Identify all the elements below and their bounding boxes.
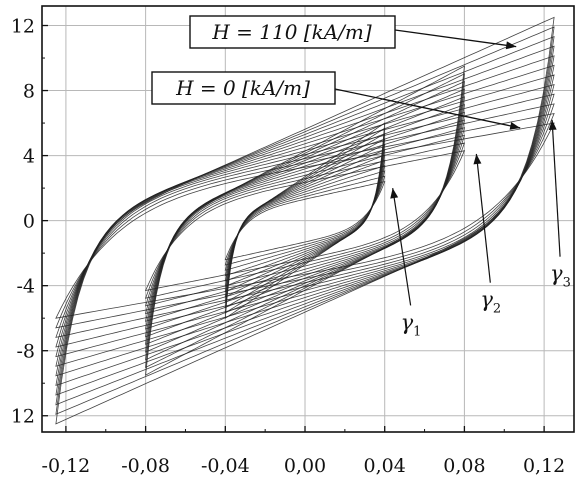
gamma-label-1: γ1 xyxy=(401,310,422,339)
x-tick-label: -0,04 xyxy=(201,455,250,477)
y-tick-label: 12 xyxy=(11,16,35,38)
y-tick-label: 8 xyxy=(23,81,35,103)
hysteresis-loops xyxy=(55,16,555,425)
hysteresis-loop-γ3 xyxy=(55,74,555,367)
y-tick-label: 12 xyxy=(11,406,35,428)
hysteresis-loop-γ2 xyxy=(144,150,466,292)
hysteresis-loop-γ1 xyxy=(224,122,386,319)
gamma-base-symbol: γ xyxy=(550,262,563,286)
gamma-arrow-3 xyxy=(551,119,561,257)
tick-labels: -0,12 -0,08 -0,04 0,00 0,04 0,08 0,1212840-4-8… xyxy=(11,16,565,477)
hysteresis-loop-γ3 xyxy=(55,93,555,348)
gamma-arrow-2 xyxy=(475,153,491,283)
gamma-base-symbol: γ xyxy=(480,288,493,312)
hysteresis-loop-γ1 xyxy=(224,164,386,277)
hysteresis-loop-γ2 xyxy=(145,96,465,345)
hysteresis-loop-γ3 xyxy=(55,122,555,319)
hysteresis-loop-γ3 xyxy=(55,112,555,329)
plot-frame xyxy=(41,5,575,433)
callout-h110-box xyxy=(189,15,396,49)
gamma-base-symbol: γ xyxy=(401,310,414,334)
hysteresis-loop-γ3 xyxy=(55,103,555,338)
hysteresis-loop-γ1 xyxy=(224,170,386,271)
hysteresis-loop-γ2 xyxy=(145,88,465,353)
hysteresis-loop-γ3 xyxy=(55,45,555,396)
hysteresis-loop-γ1 xyxy=(224,181,386,261)
hysteresis-loop-γ2 xyxy=(145,103,465,338)
callout-h110: H = 110 [kA/m] xyxy=(189,15,396,49)
hysteresis-loop-γ2 xyxy=(145,134,465,307)
axis-ticks xyxy=(42,24,545,432)
callout-h0-label: H = 0 [kA/m] xyxy=(175,76,310,100)
callout-h0-arrowhead xyxy=(509,121,521,130)
y-tick-label: 0 xyxy=(23,211,35,233)
gamma-arrowhead-1 xyxy=(390,188,399,199)
x-tick-label: 0,04 xyxy=(364,455,406,477)
callout-h0-arrow xyxy=(334,88,521,129)
y-tick-label: -8 xyxy=(16,341,35,363)
callout-h110-arrowhead xyxy=(505,41,517,50)
hysteresis-loop-γ1 xyxy=(224,159,386,282)
gamma-subscript: 1 xyxy=(413,324,421,339)
y-tick-label: -4 xyxy=(16,276,35,298)
hysteresis-loop-γ2 xyxy=(145,80,465,361)
hysteresis-loop-γ3 xyxy=(55,16,555,425)
hysteresis-loop-γ2 xyxy=(144,142,466,299)
gamma-subscript: 2 xyxy=(493,302,501,317)
hysteresis-loop-γ2 xyxy=(145,119,465,322)
hysteresis-loop-γ3 xyxy=(55,84,555,358)
x-tick-label: -0,08 xyxy=(121,455,170,477)
x-tick-label: 0,08 xyxy=(443,455,485,477)
callout-h110-label: H = 110 [kA/m] xyxy=(211,20,372,44)
y-tick-label: 4 xyxy=(23,146,35,168)
hysteresis-loop-γ3 xyxy=(55,55,555,386)
hysteresis-loop-γ1 xyxy=(224,175,386,266)
gamma-arrow-1 xyxy=(392,188,412,306)
gamma-subscript: 3 xyxy=(563,276,571,291)
gamma-label-2: γ2 xyxy=(480,288,501,317)
callout-h110-arrow xyxy=(394,29,517,48)
hysteresis-loop-γ2 xyxy=(145,111,465,330)
x-tick-label: -0,12 xyxy=(42,455,91,477)
x-tick-label: 0,00 xyxy=(284,455,326,477)
x-tick-label: 0,12 xyxy=(523,455,565,477)
callout-h0-box xyxy=(151,71,336,105)
gamma-arrowhead-2 xyxy=(473,153,482,165)
hysteresis-loop-γ3 xyxy=(55,64,555,377)
gamma-label-3: γ3 xyxy=(550,262,571,291)
gamma-arrowhead-3 xyxy=(548,119,557,131)
callout-h0: H = 0 [kA/m] xyxy=(151,71,336,105)
